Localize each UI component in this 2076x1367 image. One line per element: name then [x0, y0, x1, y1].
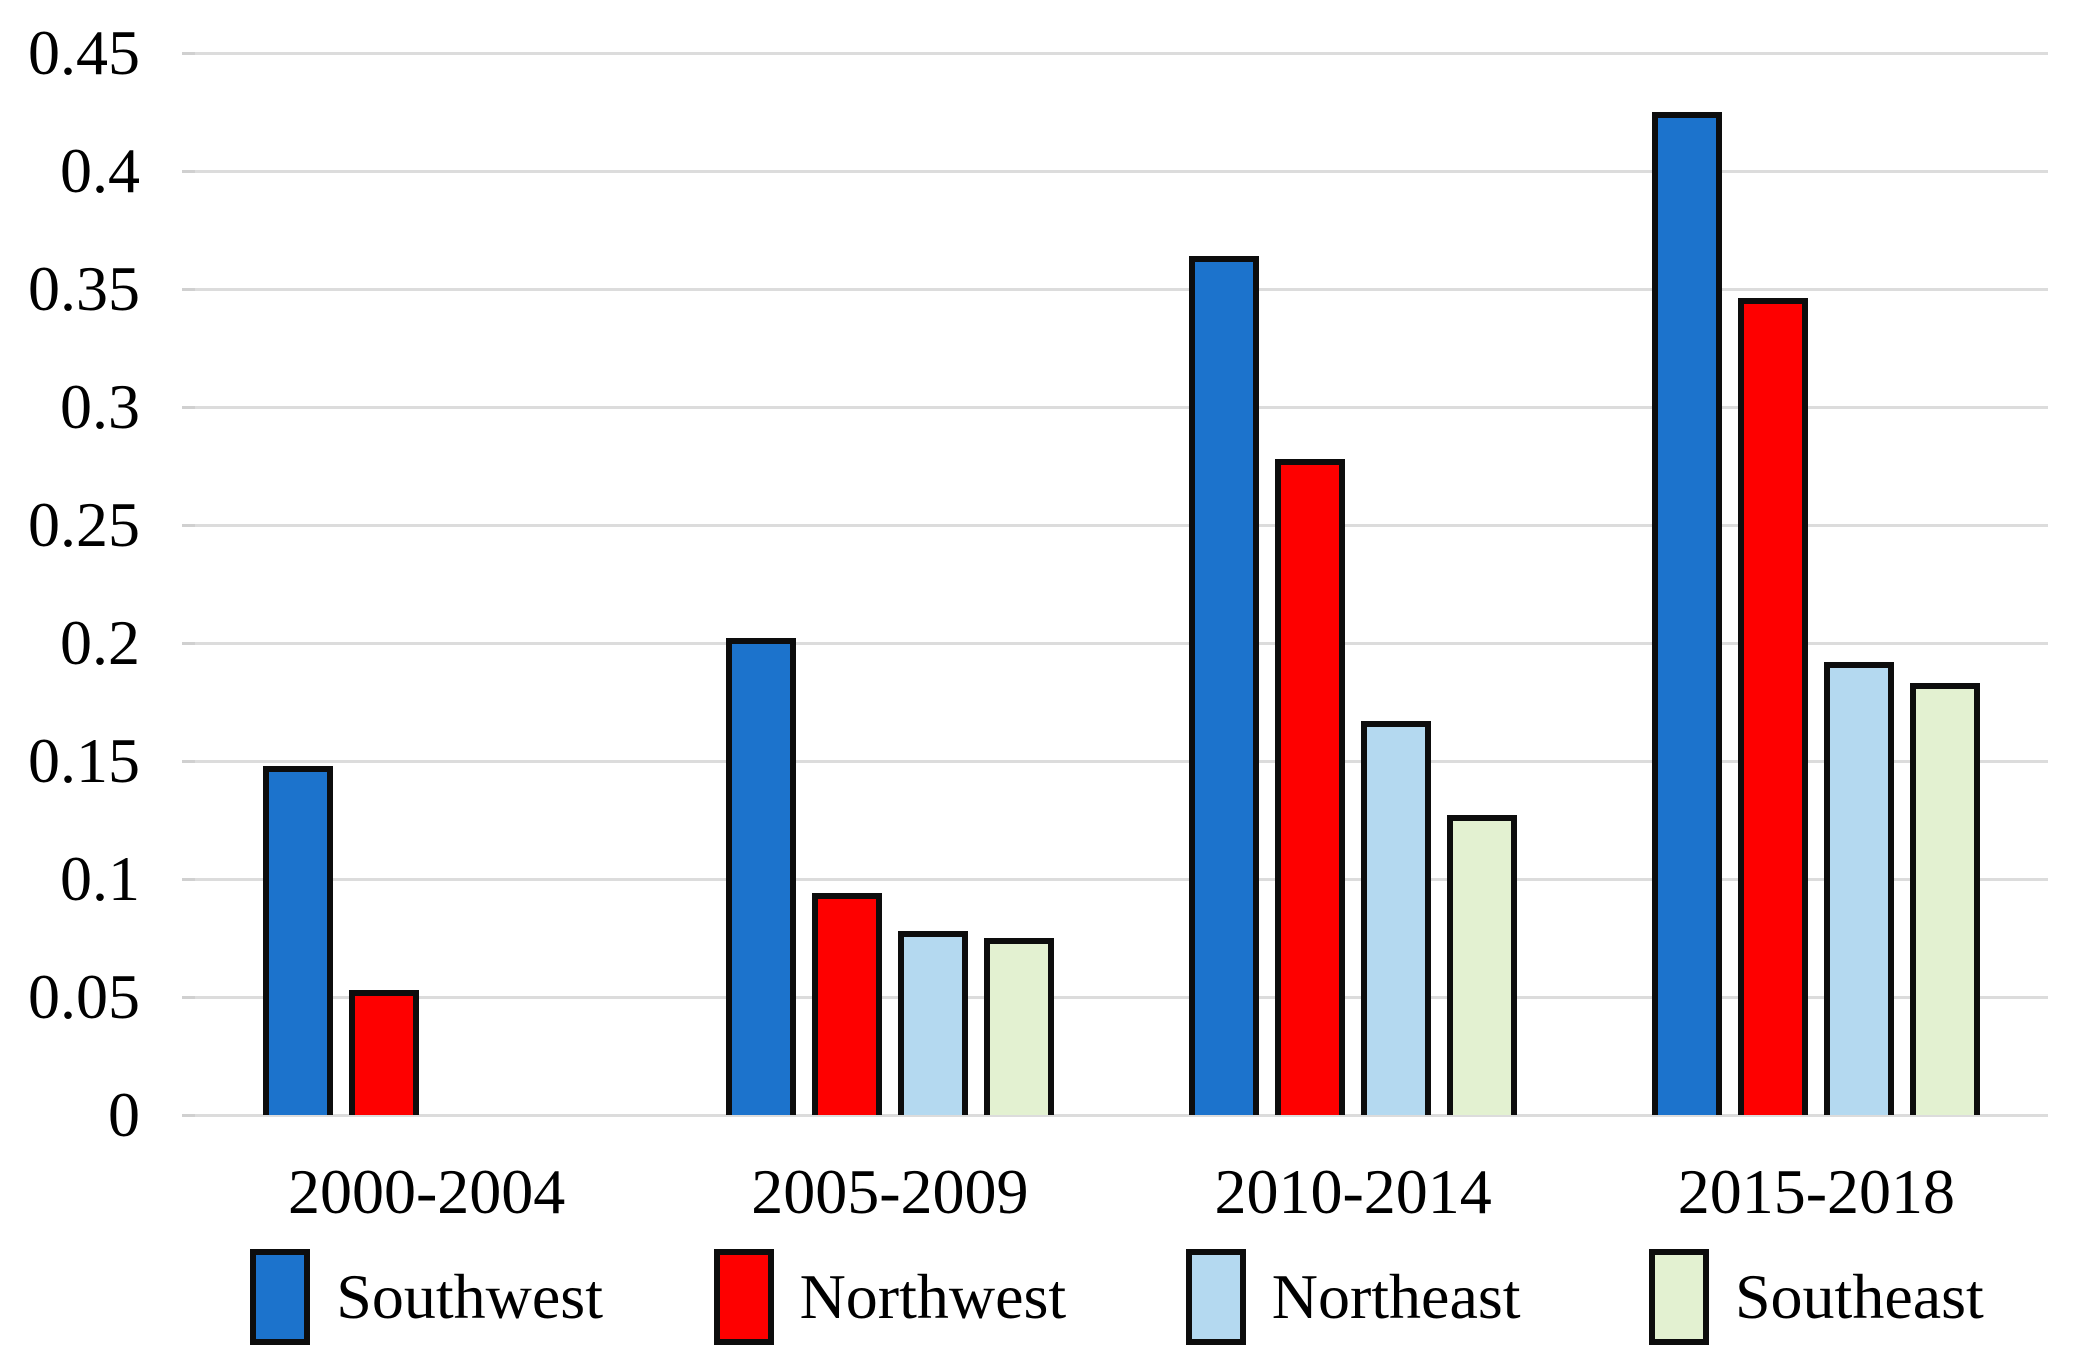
legend-swatch-icon [1648, 1249, 1709, 1345]
gridline [182, 642, 2048, 645]
legend-label: Northeast [1271, 1261, 1521, 1332]
y-axis-tick [182, 642, 195, 645]
y-axis-tick [182, 406, 195, 409]
y-axis-tick-label: 0 [108, 1079, 140, 1150]
bar-southeast [983, 938, 1054, 1115]
legend-item-southeast: Southeast [1585, 1242, 2048, 1352]
legend: Southwest Northwest Northeast Southeast [195, 1242, 2048, 1352]
bar-northeast [1361, 721, 1432, 1115]
bar-southwest [1189, 256, 1260, 1115]
legend-item-northwest: Northwest [658, 1242, 1121, 1352]
y-axis-tick-label: 0.25 [28, 489, 140, 560]
y-axis-tick-label: 0.35 [28, 253, 140, 324]
legend-label: Northwest [799, 1261, 1067, 1332]
bar-group-2010-2014 [1122, 53, 1585, 1115]
legend-swatch-icon [250, 1249, 311, 1345]
y-axis-tick-label: 0.15 [28, 725, 140, 796]
y-axis-tick-label: 0.2 [60, 607, 140, 678]
legend-item-southwest: Southwest [195, 1242, 658, 1352]
gridline [182, 406, 2048, 409]
bar-group-2000-2004 [195, 53, 658, 1115]
gridline [182, 996, 2048, 999]
gridline [182, 524, 2048, 527]
y-axis-tick-label: 0.1 [60, 843, 140, 914]
bar-southeast [1447, 815, 1518, 1115]
gridline [182, 52, 2048, 55]
x-axis-label: 2000-2004 [287, 1156, 566, 1227]
y-axis-tick [182, 760, 195, 763]
y-axis-tick-label: 0.45 [28, 17, 140, 88]
bar-northwest [1275, 459, 1346, 1115]
y-axis-tick-label: 0.05 [28, 961, 140, 1032]
bar-northeast [897, 931, 968, 1115]
y-axis-tick [182, 288, 195, 291]
y-axis: 0.45 0.4 0.35 0.3 0.25 0.2 0.15 0.1 0.05 0 [0, 0, 140, 1200]
y-axis-tick-label: 0.4 [60, 135, 140, 206]
legend-item-northeast: Northeast [1122, 1242, 1585, 1352]
bar-group-2005-2009 [658, 53, 1121, 1115]
y-axis-tick [182, 1114, 195, 1117]
bar-southwest [262, 766, 333, 1115]
y-axis-tick [182, 170, 195, 173]
legend-label: Southeast [1734, 1261, 1984, 1332]
bars-layer [195, 53, 2048, 1115]
gridline [182, 1114, 2048, 1117]
plot-area [182, 52, 2048, 1117]
y-axis-tick [182, 52, 195, 55]
legend-swatch-icon [713, 1249, 774, 1345]
y-axis-tick [182, 524, 195, 527]
x-axis-label: 2015-2018 [1677, 1156, 1956, 1227]
bar-southeast [1910, 683, 1981, 1115]
legend-swatch-icon [1185, 1249, 1246, 1345]
bar-northeast [1824, 662, 1895, 1115]
bar-southwest [1652, 112, 1723, 1115]
bar-northwest [1738, 298, 1809, 1115]
gridline [182, 760, 2048, 763]
y-axis-tick [182, 878, 195, 881]
x-axis: 2000-2004 2005-2009 2010-2014 2015-2018 [195, 1152, 2048, 1232]
gridline [182, 170, 2048, 173]
gridline [182, 288, 2048, 291]
y-axis-tick [182, 996, 195, 999]
y-axis-tick-label: 0.3 [60, 371, 140, 442]
x-axis-label: 2010-2014 [1214, 1156, 1492, 1227]
gridline [182, 878, 2048, 881]
bar-northwest [348, 990, 419, 1115]
x-axis-label: 2005-2009 [751, 1156, 1029, 1227]
legend-label: Southwest [336, 1261, 603, 1332]
bar-northwest [811, 893, 882, 1115]
bar-southwest [725, 638, 796, 1115]
bar-group-2015-2018 [1585, 53, 2048, 1115]
